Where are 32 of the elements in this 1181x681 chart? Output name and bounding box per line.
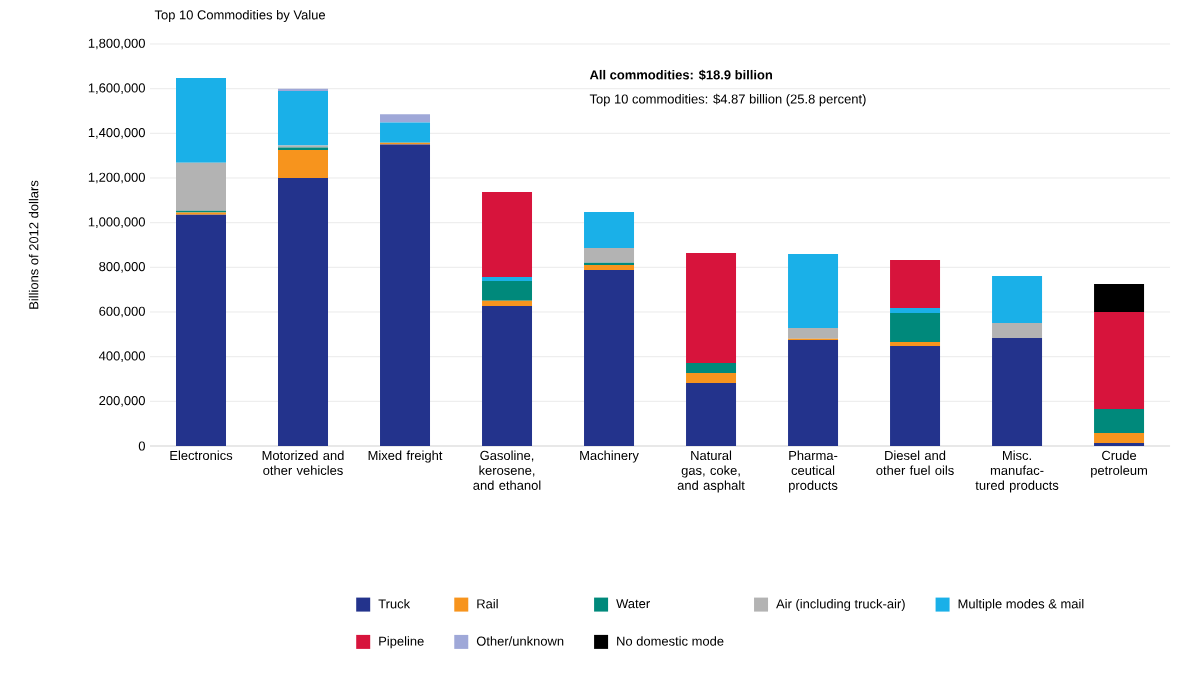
y-tick-label: 1,000,000 [88,217,145,229]
legend-label: Rail [477,598,498,609]
legend-label: Other/unknown [476,636,564,646]
y-axis-title: Billions of 2012 dollars [28,180,39,309]
x-tick-label: Electronics [170,450,233,461]
legend-label: Multiple modes & mail [958,598,1084,611]
y-tick-label: 200,000 [99,395,145,407]
x-tick-label: Gasoline, kerosene, and ethanol [473,450,541,490]
y-tick-label: 400,000 [98,351,145,363]
y-tick-label: 800,000 [99,261,145,273]
y-tick-label: 1,200,000 [88,172,145,184]
y-tick-label: 1,600,000 [88,83,145,95]
x-tick-label: Motorized and other vehicles [262,450,344,475]
y-tick-label: 1,400,000 [88,127,145,139]
x-tick-label: Mixed freight [368,450,443,463]
legend-label: Air (including truck-air) [776,598,905,611]
legend-label: No domestic mode [617,636,724,646]
x-tick-label: Misc. manufac-tured products [975,450,1059,493]
x-tick-label: Pharma-ceutical products [789,450,838,493]
annotation: All commodities: $18.9 billion [589,69,773,81]
y-tick-label: 600,000 [99,306,145,318]
x-tick-label: Crude petroleum [1091,450,1147,478]
y-tick-label: 1,800,000 [88,38,145,50]
annotation: Top 10 commodities: $4.87 billion (25.8 percent) [589,93,866,107]
legend-label: Truck [378,598,411,609]
x-tick-label: Natural gas, coke, and asphalt [677,450,745,493]
x-tick-label: Diesel and other fuel oils [876,450,954,475]
legend-label: Water [616,599,650,609]
x-tick-label: Machinery [580,450,639,463]
chart-title: Top 10 Commodities by Value [154,9,326,23]
legend-label: Pipeline [379,636,424,649]
y-tick-label: 0 [138,441,145,451]
